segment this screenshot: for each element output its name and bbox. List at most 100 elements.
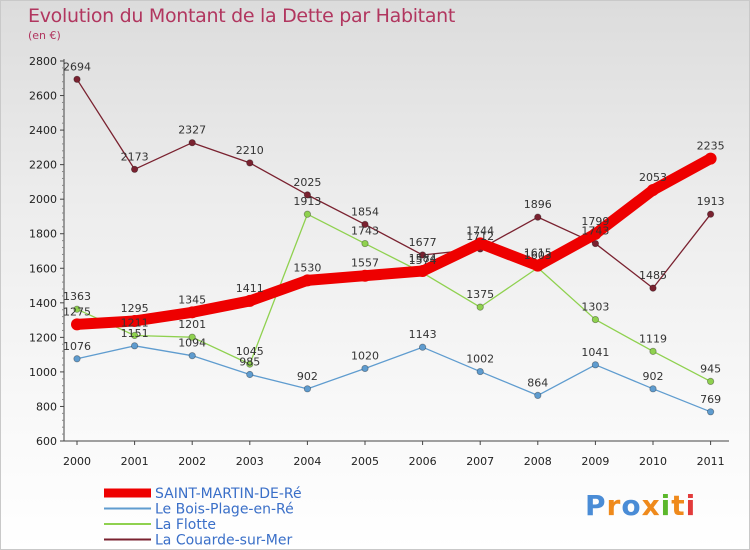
legend-label: La Couarde-sur-Mer (155, 533, 292, 549)
data-point (73, 305, 81, 313)
series-line-2 (76, 213, 712, 383)
data-point (303, 385, 311, 393)
data-point (647, 184, 659, 197)
data-label: 1345 (178, 293, 206, 306)
data-point (188, 333, 196, 341)
data-label: 1485 (639, 269, 667, 282)
data-label: 769 (700, 393, 721, 406)
data-point (591, 361, 600, 369)
data-point (128, 314, 141, 327)
data-point (416, 265, 429, 278)
data-label: 1151 (121, 327, 149, 340)
x-tick-label: 2011 (697, 455, 725, 468)
data-point (131, 165, 139, 173)
y-tick-label: 2800 (29, 55, 57, 68)
data-label: 1896 (524, 198, 552, 211)
series-line-1 (76, 345, 712, 413)
y-tick-label: 2400 (29, 124, 57, 137)
data-label: 1002 (466, 353, 494, 366)
data-label: 1799 (581, 215, 609, 228)
data-point (704, 152, 717, 165)
data-point (418, 251, 427, 259)
data-label: 1045 (236, 345, 264, 358)
data-label: 1375 (466, 288, 494, 301)
data-point (589, 227, 602, 240)
data-point (246, 370, 254, 379)
y-tick-label: 1200 (29, 331, 57, 344)
data-point (706, 408, 715, 416)
data-point (131, 331, 139, 340)
data-label: 945 (700, 362, 721, 375)
y-tick-label: 2600 (29, 90, 57, 103)
data-label: 1211 (121, 316, 149, 329)
x-tick-label: 2003 (236, 455, 264, 468)
data-point (246, 159, 254, 167)
data-label: 1094 (178, 337, 206, 350)
data-label: 1743 (351, 225, 379, 238)
data-point (706, 210, 715, 218)
chart-title: Evolution du Montant de la Dette par Hab… (28, 5, 456, 27)
data-point (649, 284, 657, 292)
data-point (361, 220, 369, 228)
series-line-0 (71, 153, 717, 330)
data-point (131, 342, 139, 350)
data-label: 2053 (639, 171, 667, 184)
data-label: 1119 (639, 332, 667, 345)
legend-label: SAINT-MARTIN-DE-Ré (155, 486, 302, 502)
data-point (303, 191, 311, 199)
data-label: 1275 (63, 305, 91, 318)
data-point (476, 303, 484, 311)
chart-unit: (en €) (28, 29, 61, 42)
data-label: 1303 (581, 301, 609, 314)
data-label: 1913 (293, 195, 321, 208)
y-tick-label: 1000 (29, 366, 57, 379)
data-label: 1913 (697, 195, 725, 208)
data-label: 1677 (409, 236, 437, 249)
y-tick-label: 600 (36, 435, 57, 448)
y-tick-label: 2200 (29, 159, 57, 172)
data-point (649, 385, 657, 393)
data-point (361, 239, 369, 248)
y-tick-label: 1400 (29, 297, 57, 310)
data-point (246, 360, 254, 368)
x-tick-label: 2010 (639, 455, 667, 468)
data-label: 1411 (236, 282, 264, 295)
y-tick-label: 800 (36, 400, 57, 413)
data-point (188, 352, 196, 360)
data-label: 1557 (351, 257, 379, 270)
data-label: 1615 (524, 247, 552, 260)
data-point (188, 139, 196, 147)
y-tick-label: 2000 (29, 193, 57, 206)
data-point (534, 391, 542, 399)
x-tick-label: 2009 (581, 455, 609, 468)
data-label: 1020 (351, 349, 379, 362)
data-point (591, 239, 600, 248)
data-label: 1584 (409, 252, 437, 265)
data-label: 2327 (178, 124, 206, 137)
data-label: 1201 (178, 318, 206, 331)
data-label: 1743 (581, 225, 609, 238)
data-point (303, 210, 311, 218)
data-point (186, 306, 199, 319)
data-point (531, 259, 544, 272)
data-label: 1041 (581, 346, 609, 359)
data-point (301, 274, 314, 287)
x-tick-label: 2004 (293, 455, 321, 468)
x-tick-label: 2006 (409, 455, 437, 468)
data-point (71, 318, 83, 331)
data-label: 1603 (524, 249, 552, 262)
data-label: 1712 (466, 230, 494, 243)
data-label: 1295 (121, 302, 149, 315)
series-line-3 (76, 78, 712, 289)
proxiti-logo: Proxiti (585, 489, 697, 522)
x-tick-label: 2007 (466, 455, 494, 468)
data-point (243, 294, 256, 307)
y-tick-label: 1600 (29, 262, 57, 275)
data-label: 1854 (351, 205, 379, 218)
data-label: 1143 (409, 328, 437, 341)
data-label: 2235 (697, 140, 725, 153)
data-point (476, 367, 484, 376)
x-tick-label: 2008 (524, 455, 552, 468)
